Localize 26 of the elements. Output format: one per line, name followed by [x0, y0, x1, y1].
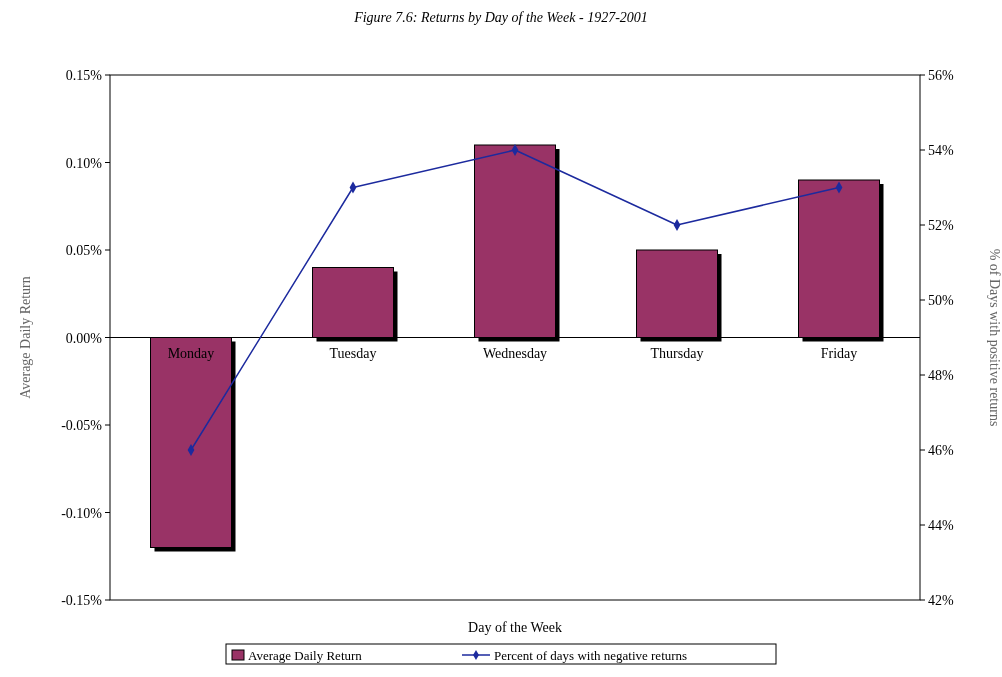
y2-tick-label: 56%	[928, 68, 954, 83]
y-tick-label: -0.10%	[61, 505, 103, 521]
x-axis-title: Day of the Week	[468, 620, 562, 635]
y2-tick-label: 50%	[928, 293, 954, 308]
y2-tick-label: 42%	[928, 593, 954, 608]
y-tick-label: -0.05%	[61, 418, 103, 433]
y2-tick-label: 48%	[928, 368, 954, 383]
x-tick-label: Wednesday	[482, 345, 548, 361]
y-tick-label: 0.05%	[65, 243, 103, 258]
x-tick-label: Thursday	[650, 345, 704, 361]
y-tick-label: 0.15%	[65, 68, 103, 83]
y-tick-label: 0.00%	[65, 330, 103, 346]
y2-tick-label: 52%	[928, 218, 954, 233]
y2-tick-label: 46%	[928, 443, 954, 458]
y2-tick-label: 44%	[928, 518, 954, 533]
x-tick-label: Tuesday	[329, 345, 377, 361]
chart-title: Figure 7.6: Returns by Day of the Week - 1927-2001	[353, 10, 648, 25]
y-axis-title: Average Daily Return	[18, 276, 33, 399]
legend-label: Average Daily Return	[248, 648, 363, 663]
y-tick-label: -0.15%	[61, 593, 103, 608]
x-tick-label: Friday	[820, 345, 858, 361]
y2-axis-title: % of Days with positive returns	[987, 248, 1002, 427]
legend-label: Percent of days with negative returns	[494, 648, 688, 663]
y2-tick-label: 54%	[928, 143, 954, 158]
y-tick-label: 0.10%	[65, 155, 103, 171]
x-tick-label: Monday	[167, 345, 215, 361]
